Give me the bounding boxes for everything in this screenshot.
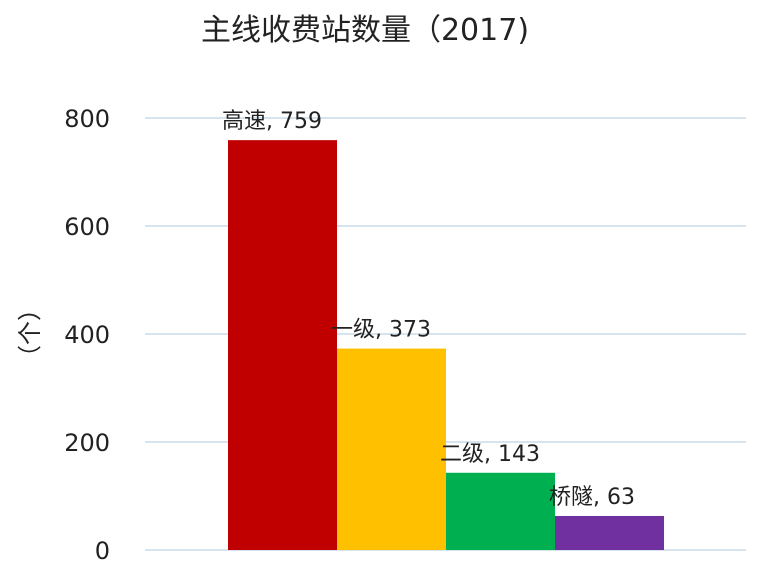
bar [228,140,337,550]
y-tick-label: 200 [64,429,110,457]
bar [337,348,446,550]
y-tick-label: 400 [64,321,110,349]
bars [228,140,664,550]
data-label: 高速, 759 [222,109,322,134]
data-label: 二级, 143 [440,442,540,467]
y-tick-label: 600 [64,213,110,241]
bar [555,515,664,550]
y-tick-label: 800 [64,105,110,133]
y-axis-label: （个） [16,297,44,369]
data-label: 一级, 373 [331,318,431,343]
data-label: 桥隧, 63 [549,485,635,510]
y-axis-ticks: 0 200 400 600 800 [64,105,110,565]
data-labels: 高速, 759 一级, 373 二级, 143 桥隧, 63 [222,109,635,510]
bar [446,472,555,550]
chart-title: 主线收费站数量（2017) [201,13,529,48]
y-tick-label: 0 [95,537,110,565]
